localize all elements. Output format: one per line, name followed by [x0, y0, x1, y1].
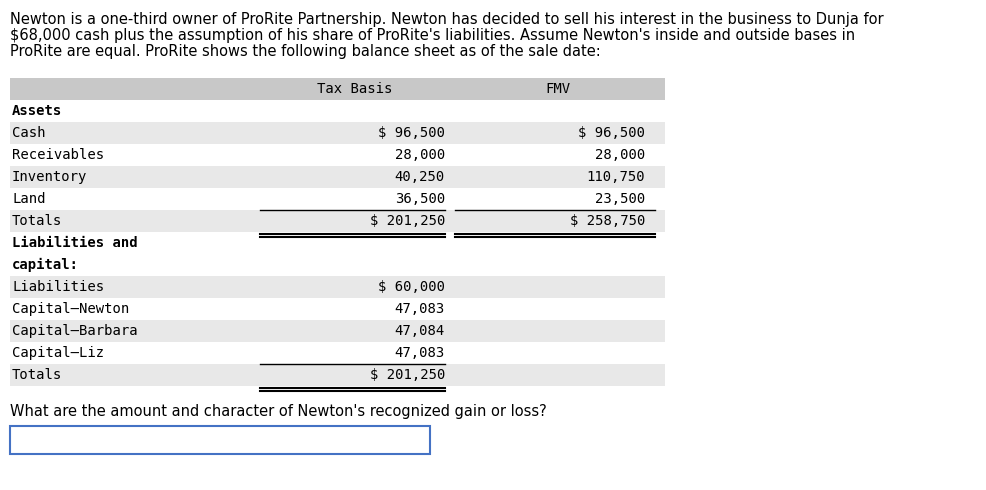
- Text: Assets: Assets: [12, 104, 62, 118]
- Text: 28,000: 28,000: [394, 148, 445, 162]
- Bar: [10, 122, 665, 144]
- Text: $ 96,500: $ 96,500: [378, 126, 445, 140]
- Text: Capital–Newton: Capital–Newton: [12, 302, 129, 316]
- Bar: [10, 100, 665, 122]
- Text: Receivables: Receivables: [12, 148, 105, 162]
- Text: 36,500: 36,500: [394, 192, 445, 206]
- Text: $ 201,250: $ 201,250: [370, 214, 445, 228]
- Bar: [10, 298, 665, 320]
- Text: Capital–Liz: Capital–Liz: [12, 346, 105, 360]
- Text: 40,250: 40,250: [394, 170, 445, 184]
- Text: 28,000: 28,000: [595, 148, 645, 162]
- Text: $ 96,500: $ 96,500: [578, 126, 645, 140]
- Text: $ 201,250: $ 201,250: [370, 368, 445, 382]
- Text: $ 60,000: $ 60,000: [378, 280, 445, 294]
- Text: Liabilities: Liabilities: [12, 280, 105, 294]
- Text: $ 258,750: $ 258,750: [570, 214, 645, 228]
- Text: What are the amount and character of Newton's recognized gain or loss?: What are the amount and character of New…: [10, 404, 547, 419]
- Bar: [10, 210, 665, 232]
- Text: Liabilities and: Liabilities and: [12, 236, 138, 250]
- Text: Inventory: Inventory: [12, 170, 88, 184]
- Text: Land: Land: [12, 192, 45, 206]
- Text: Tax Basis: Tax Basis: [317, 82, 392, 96]
- Bar: [10, 276, 665, 298]
- Bar: [10, 166, 665, 188]
- Text: ProRite are equal. ProRite shows the following balance sheet as of the sale date: ProRite are equal. ProRite shows the fol…: [10, 44, 600, 59]
- Text: 23,500: 23,500: [595, 192, 645, 206]
- Text: capital:: capital:: [12, 258, 79, 272]
- Text: Capital–Barbara: Capital–Barbara: [12, 324, 138, 338]
- Bar: [10, 188, 665, 210]
- Bar: [10, 426, 430, 454]
- Text: Cash: Cash: [12, 126, 45, 140]
- Text: 110,750: 110,750: [587, 170, 645, 184]
- Bar: [10, 232, 665, 276]
- Text: 47,083: 47,083: [394, 302, 445, 316]
- Text: FMV: FMV: [545, 82, 570, 96]
- Bar: [10, 364, 665, 386]
- Text: 47,084: 47,084: [394, 324, 445, 338]
- Bar: [10, 144, 665, 166]
- Bar: [10, 320, 665, 342]
- Text: Newton is a one-third owner of ProRite Partnership. Newton has decided to sell h: Newton is a one-third owner of ProRite P…: [10, 12, 883, 27]
- Text: $68,000 cash plus the assumption of his share of ProRite's liabilities. Assume N: $68,000 cash plus the assumption of his …: [10, 28, 855, 43]
- Bar: [10, 342, 665, 364]
- Text: Totals: Totals: [12, 368, 62, 382]
- Text: Totals: Totals: [12, 214, 62, 228]
- Bar: [10, 78, 665, 100]
- Text: 47,083: 47,083: [394, 346, 445, 360]
